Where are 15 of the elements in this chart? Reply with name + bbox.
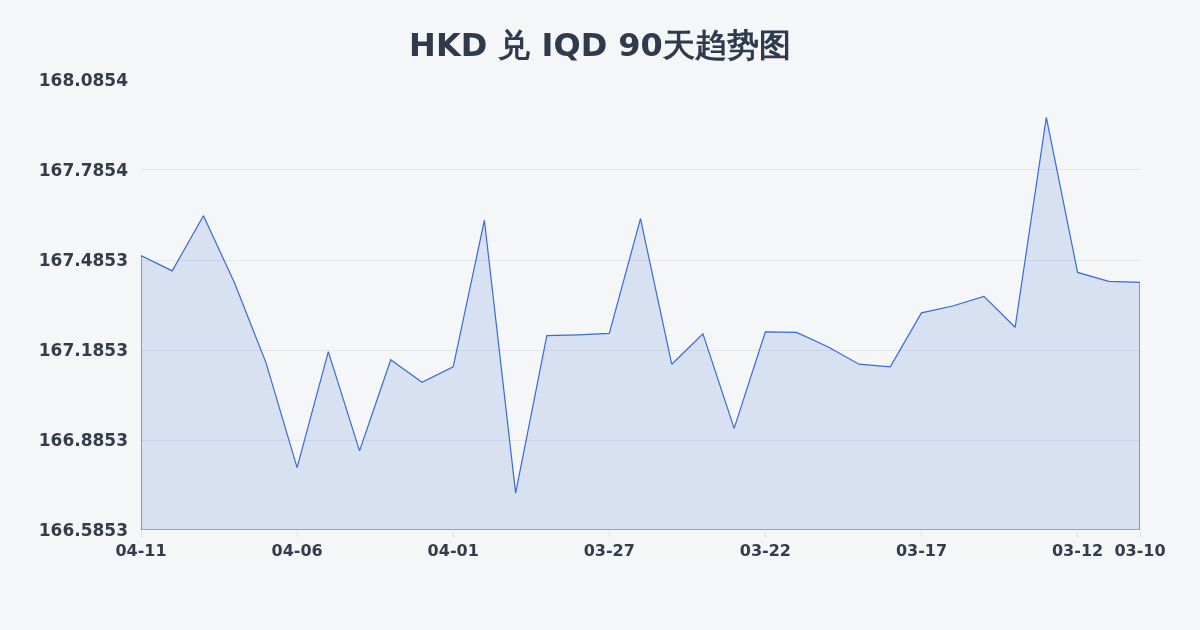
y-tick-label: 167.4853 [38,249,128,270]
x-tick-label: 04-06 [271,541,323,561]
chart-title: HKD 兑 IQD 90天趋势图 [409,26,791,65]
x-tick-label: 03-17 [895,541,948,561]
y-tick-label: 167.7854 [38,159,129,180]
x-tick-label: 03-27 [583,541,635,561]
y-tick-label: 166.5853 [38,519,128,540]
y-tick-label: 167.1853 [38,339,128,360]
y-tick-label: 166.8853 [38,429,128,450]
x-tick-label: 04-11 [115,541,167,561]
x-tick-label: 03-10 [1114,541,1166,561]
x-tick-label: 03-12 [1051,541,1104,561]
x-tick-label: 04-01 [427,541,479,561]
y-tick-label: 168.0854 [38,69,129,90]
x-tick-label: 03-22 [739,541,791,561]
